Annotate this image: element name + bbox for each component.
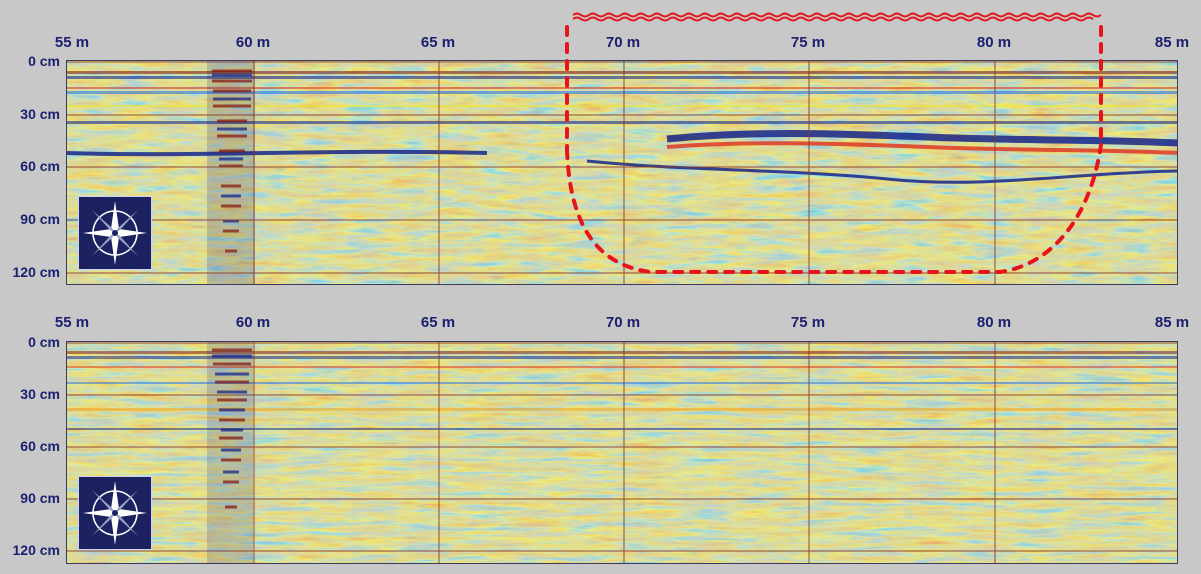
compass-rose-icon xyxy=(78,476,152,550)
x-tick-80m: 80 m xyxy=(976,314,1012,331)
y-tick-0cm: 0 cm xyxy=(28,334,60,350)
y-tick-60cm: 60 cm xyxy=(20,438,60,454)
x-tick-70m: 70 m xyxy=(605,34,641,51)
x-tick-75m: 75 m xyxy=(790,34,826,51)
radargram-panel-bottom: 55 m 60 m 65 m 70 m 75 m 80 m 85 m 0 cm … xyxy=(0,290,1201,574)
y-tick-120cm: 120 cm xyxy=(12,542,60,558)
grid-lines xyxy=(67,342,1177,563)
x-tick-60m: 60 m xyxy=(235,34,271,51)
y-tick-120cm: 120 cm xyxy=(12,264,60,280)
x-tick-75m: 75 m xyxy=(790,314,826,331)
y-tick-0cm: 0 cm xyxy=(28,53,60,69)
x-tick-55m: 55 m xyxy=(54,34,90,51)
x-tick-85m: 85 m xyxy=(1154,314,1190,331)
radargram-image-top xyxy=(66,60,1178,285)
vertical-disturbance xyxy=(207,342,253,563)
x-tick-70m: 70 m xyxy=(605,314,641,331)
reflector-bands xyxy=(67,351,1177,430)
vertical-disturbance xyxy=(207,61,255,284)
x-tick-80m: 80 m xyxy=(976,34,1012,51)
x-tick-85m: 85 m xyxy=(1154,34,1190,51)
compass-rose-icon xyxy=(78,196,152,270)
y-tick-60cm: 60 cm xyxy=(20,158,60,174)
radargram-image-bottom xyxy=(66,341,1178,564)
radargram-panel-top: 55 m 60 m 65 m 70 m 75 m 80 m 85 m 0 cm … xyxy=(12,34,1190,285)
reflector-bands xyxy=(67,71,1177,124)
y-tick-90cm: 90 cm xyxy=(20,490,60,506)
y-tick-90cm: 90 cm xyxy=(20,211,60,227)
y-tick-30cm: 30 cm xyxy=(20,106,60,122)
y-tick-30cm: 30 cm xyxy=(20,386,60,402)
x-tick-65m: 65 m xyxy=(420,314,456,331)
x-tick-55m: 55 m xyxy=(54,314,90,331)
x-tick-60m: 60 m xyxy=(235,314,271,331)
x-tick-65m: 65 m xyxy=(420,34,456,51)
